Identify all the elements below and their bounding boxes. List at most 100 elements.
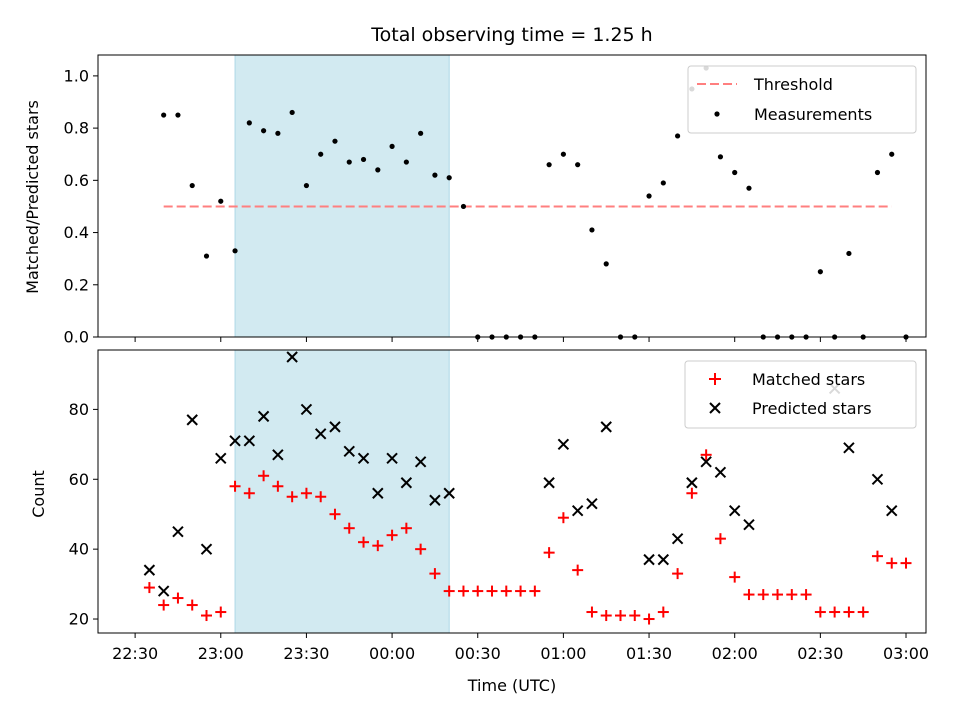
matched-point	[572, 564, 584, 576]
matched-point	[829, 606, 841, 618]
measurement-point	[203, 253, 210, 259]
matched-point	[657, 606, 669, 618]
measurement-point	[418, 130, 424, 136]
bottom-yticks: 20 40 60 80	[69, 400, 98, 629]
bottom-legend-box	[684, 360, 917, 429]
predicted-point	[443, 487, 455, 499]
measurement-point	[460, 203, 467, 210]
matched-point	[300, 487, 312, 499]
predicted-point	[243, 435, 256, 447]
measurement-point	[275, 130, 281, 136]
predicted-point	[657, 553, 670, 566]
matched-point	[158, 599, 170, 611]
matched-point	[814, 606, 826, 618]
ytick-label: 0.0	[64, 328, 89, 347]
matched-point	[286, 491, 298, 503]
predicted-point	[157, 585, 170, 597]
matched-point	[386, 529, 398, 541]
matched-point	[743, 589, 755, 601]
bottom-xticks: 22:30 23:00 23:30 00:00 00:30 01:00 01:30 02:00…	[112, 633, 929, 663]
xtick-label: 00:30	[455, 644, 501, 663]
top-yticks: 0.0 0.2 0.4 0.6 0.8 1.0	[64, 66, 98, 347]
xtick-label: 23:00	[198, 644, 244, 663]
top-legend: Threshold Measurements	[687, 65, 917, 134]
ytick-label: 0.2	[64, 275, 89, 294]
measurement-point	[332, 138, 338, 144]
matched-point	[757, 589, 769, 601]
predicted-point	[272, 449, 284, 461]
measurement-point	[289, 109, 295, 116]
matched-point	[143, 582, 155, 594]
measurement-point	[732, 169, 738, 176]
matched-point	[543, 547, 555, 559]
predicted-point	[743, 518, 755, 531]
measurement-point	[446, 175, 452, 181]
measurement-point	[846, 250, 852, 257]
xtick-label: 01:30	[626, 644, 672, 663]
top-axes-frame	[97, 54, 927, 338]
measurement-point	[389, 143, 395, 149]
bottom-marks	[143, 351, 912, 625]
predicted-point	[200, 543, 213, 555]
measurement-point	[746, 185, 752, 191]
measurement-point	[575, 162, 581, 168]
matched-point	[272, 480, 284, 492]
predicted-point	[557, 438, 570, 451]
matched-point	[343, 522, 355, 534]
ytick-label: 1.0	[64, 66, 89, 85]
matched-point	[457, 585, 469, 597]
bottom-panel: 20 40 60 80 22:30 23:00 23:30 00:00 00:30 01:00 0…	[29, 349, 929, 695]
measurement-point	[375, 167, 381, 173]
legend-threshold-label: Threshold	[753, 75, 833, 94]
predicted-point	[257, 410, 270, 423]
predicted-point	[186, 414, 198, 426]
predicted-point	[286, 351, 298, 363]
measurement-point	[403, 159, 409, 165]
ytick-label: 0.4	[64, 223, 89, 242]
measurement-point	[603, 261, 609, 267]
bottom-ylabel: Count	[29, 470, 48, 518]
predicted-point	[728, 505, 741, 517]
measurement-point	[889, 151, 895, 157]
predicted-point	[300, 403, 313, 416]
matched-point	[372, 540, 384, 552]
measurement-point	[660, 180, 666, 186]
predicted-point	[386, 452, 398, 465]
measurement-point	[360, 156, 367, 163]
xtick-label: 02:30	[797, 644, 843, 663]
predicted-point	[143, 564, 156, 576]
matched-point	[729, 571, 741, 583]
predicted-point	[714, 466, 727, 478]
predicted-point	[172, 525, 184, 538]
predicted-point	[686, 477, 698, 489]
predicted-point	[372, 487, 384, 499]
matched-point	[772, 589, 784, 601]
predicted-point	[429, 494, 441, 506]
ytick-label: 0.6	[64, 171, 89, 190]
matched-point	[500, 585, 512, 597]
xtick-label: 23:30	[283, 644, 329, 663]
top-ylabel: Matched/Predicted stars	[23, 100, 42, 294]
measurement-point	[232, 248, 238, 254]
matched-point	[229, 480, 241, 492]
xtick-label: 00:00	[369, 644, 415, 663]
matched-point	[629, 610, 641, 622]
measurement-point	[717, 154, 724, 160]
matched-point	[429, 568, 441, 580]
bottom-span	[234, 349, 450, 634]
predicted-point	[571, 505, 584, 517]
legend-measurements-swatch	[714, 111, 720, 117]
measurement-point	[261, 128, 267, 134]
measurement-point	[646, 193, 652, 199]
matched-point	[643, 613, 655, 625]
matched-point	[329, 508, 341, 520]
top-span	[234, 54, 450, 338]
matched-point	[472, 585, 484, 597]
top-legend-box	[687, 65, 917, 134]
xtick-label: 01:00	[540, 644, 586, 663]
matched-point	[243, 487, 255, 499]
matched-point	[200, 610, 212, 622]
matched-point	[672, 568, 684, 580]
legend-matched-swatch	[709, 373, 721, 385]
